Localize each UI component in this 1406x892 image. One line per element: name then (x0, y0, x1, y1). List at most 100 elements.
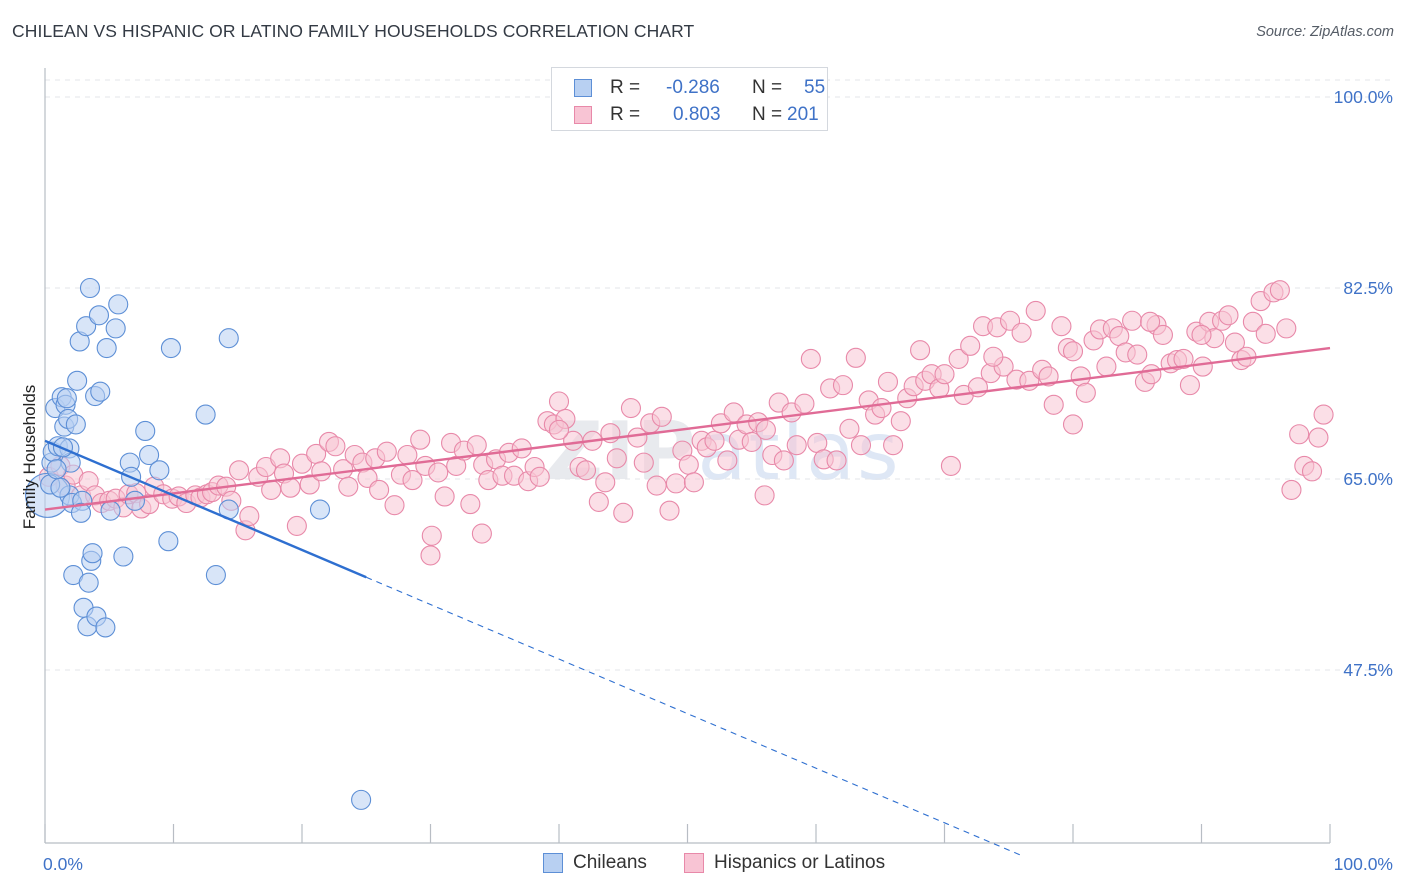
hispanic-point (826, 450, 847, 471)
y-axis-label: Family Households (20, 385, 39, 530)
source-label: Source: ZipAtlas.com (1256, 24, 1394, 40)
hispanic-point (1289, 424, 1310, 445)
hispanic-point (1140, 311, 1161, 332)
hispanic-point (1011, 322, 1032, 343)
chilean-point (65, 414, 86, 435)
hispanic-point (286, 515, 307, 536)
hispanic-point (466, 435, 487, 456)
hispanic-point (1269, 280, 1290, 301)
chilean-point (351, 789, 372, 810)
series-hispanics-points (38, 280, 1334, 566)
hispanic-point (1127, 344, 1148, 365)
chilean-point (309, 499, 331, 520)
hispanic-point (588, 491, 609, 512)
chilean-point (50, 477, 71, 498)
chilean-point (79, 277, 101, 299)
hispanic-point (434, 486, 455, 507)
hispanic-point (420, 545, 441, 566)
hispanic-point (402, 470, 423, 491)
hispanic-point (1308, 427, 1329, 448)
hispanic-point (948, 348, 969, 369)
hispanic-point (890, 411, 911, 432)
legend-n-label: N = (752, 104, 783, 125)
chilean-point (158, 531, 179, 552)
chilean-point (218, 328, 239, 349)
chart-title: CHILEAN VS HISPANIC OR LATINO FAMILY HOU… (12, 21, 695, 41)
hispanic-point (1043, 394, 1064, 415)
hispanic-point (1122, 310, 1143, 331)
hispanic-point (261, 479, 282, 500)
hispanic-point (311, 461, 332, 482)
hispanic-point (1192, 356, 1213, 377)
hispanic-point (910, 340, 931, 361)
hispanic-point (983, 346, 1004, 367)
legend-swatch-hispanics (574, 106, 592, 124)
hispanic-point (384, 495, 405, 516)
hispanic-point (871, 398, 892, 419)
hispanic-point (850, 435, 872, 456)
x-tick-label: 100.0% (1334, 854, 1393, 874)
hispanic-point (845, 347, 866, 368)
legend-r-label: R = (610, 104, 641, 125)
hispanic-point (832, 375, 854, 396)
hispanic-point (613, 502, 634, 523)
chilean-point (139, 444, 160, 466)
legend-n-value: 201 (787, 104, 819, 125)
hispanic-point (428, 462, 449, 483)
hispanic-point (471, 523, 492, 544)
hispanic-point (1301, 461, 1323, 482)
hispanic-point (794, 393, 815, 414)
legend-r-value: -0.286 (666, 77, 720, 98)
correlation-legend: R = -0.286 N = 55 R = 0.803 N = 201 (551, 67, 828, 131)
hispanic-point (704, 430, 725, 451)
hispanic-point (1191, 324, 1212, 345)
chilean-point (205, 564, 226, 586)
hispanic-point (773, 450, 794, 471)
hispanic-point (548, 419, 570, 440)
chilean-point (56, 388, 77, 409)
hispanic-point (1173, 348, 1194, 369)
chilean-point (149, 460, 170, 481)
hispanic-point (659, 500, 680, 521)
chilean-point (100, 500, 121, 521)
legend-n-label: N = (752, 77, 783, 98)
hispanic-trend-line (44, 346, 1331, 511)
legend-r-label: R = (610, 77, 641, 98)
chilean-point (67, 370, 88, 391)
hispanic-point (1025, 300, 1046, 321)
hispanic-point (1242, 311, 1263, 332)
hispanic-point (280, 477, 301, 498)
hispanic-point (1051, 316, 1072, 337)
hispanic-point (1038, 366, 1059, 387)
hispanic-point (683, 472, 704, 493)
legend-swatch-chileans (574, 79, 592, 97)
chilean-point (95, 617, 116, 638)
hispanic-point (960, 335, 981, 356)
hispanic-point (338, 476, 359, 497)
chilean-point (124, 490, 145, 511)
hispanic-point (633, 452, 654, 473)
hispanic-point (934, 364, 955, 385)
hispanic-point (741, 431, 762, 452)
hispanic-point (620, 398, 642, 419)
chilean-point (46, 459, 67, 480)
chilean-point (113, 546, 134, 567)
hispanic-point (397, 444, 418, 466)
chilean-point (160, 337, 181, 359)
chilean-point (135, 420, 156, 442)
chilean-point (88, 305, 110, 326)
trend-lines (44, 346, 1331, 857)
hispanic-point (369, 479, 390, 500)
y-tick-label: 100.0% (1334, 87, 1393, 107)
hispanic-point (627, 427, 648, 448)
grid-lines (45, 79, 1393, 671)
hispanic-point (606, 448, 627, 469)
hispanic-point (410, 429, 431, 450)
hispanic-point (421, 525, 442, 546)
hispanic-point (717, 450, 738, 471)
hispanic-point (548, 391, 570, 412)
hispanic-point (800, 348, 821, 369)
hispanic-point (940, 455, 961, 476)
bottom-legend-swatch-chileans (543, 853, 563, 873)
